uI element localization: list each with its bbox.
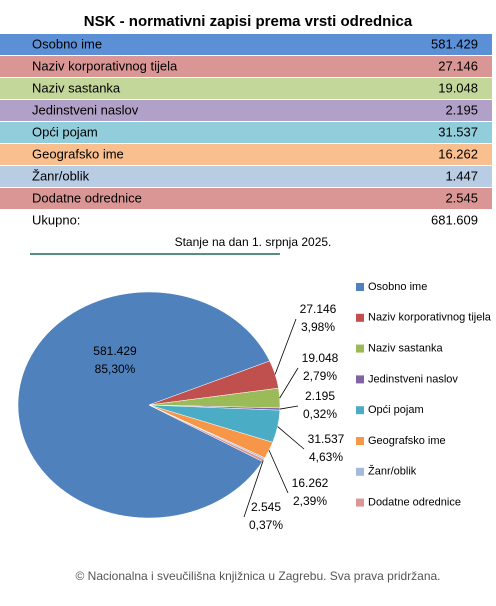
table-row bbox=[0, 144, 492, 165]
percent-label: 0,32% bbox=[303, 407, 337, 421]
total-label: Ukupno: bbox=[32, 212, 80, 227]
row-value: 19.048 bbox=[438, 80, 478, 95]
legend-swatch bbox=[356, 467, 364, 476]
legend-swatch bbox=[356, 375, 364, 384]
row-value: 2.545 bbox=[445, 190, 478, 205]
value-label: 581.429 bbox=[93, 344, 137, 358]
footer: © Nacionalna i sveučilišna knjižnica u Z… bbox=[75, 569, 440, 583]
legend-label: Opći pojam bbox=[368, 404, 424, 416]
legend-swatch bbox=[356, 344, 364, 353]
legend-swatch bbox=[356, 406, 364, 415]
row-value: 1.447 bbox=[445, 168, 478, 183]
leader-line bbox=[279, 367, 299, 399]
table-row bbox=[0, 100, 492, 121]
table-row bbox=[0, 56, 492, 77]
row-name: Naziv sastanka bbox=[32, 80, 121, 95]
value-label: 16.262 bbox=[292, 476, 329, 490]
row-name: Naziv korporativnog tijela bbox=[32, 58, 178, 73]
leader-line bbox=[279, 405, 299, 410]
percent-label: 4,63% bbox=[309, 450, 343, 464]
row-value: 581.429 bbox=[431, 36, 478, 51]
value-label: 31.537 bbox=[308, 432, 345, 446]
pie-slice bbox=[17, 291, 271, 519]
leader-line bbox=[268, 450, 289, 494]
value-label: 27.146 bbox=[300, 302, 337, 316]
legend-label: Osobno ime bbox=[368, 281, 427, 293]
value-label: 2.545 bbox=[251, 500, 281, 514]
percent-label: 0,37% bbox=[249, 518, 283, 532]
table-row bbox=[0, 122, 492, 143]
percent-label: 2,39% bbox=[293, 494, 327, 508]
row-name: Geografsko ime bbox=[32, 146, 124, 161]
leader-line bbox=[274, 318, 297, 375]
leader-line bbox=[243, 460, 264, 518]
percent-label: 2,79% bbox=[303, 369, 337, 383]
legend-swatch bbox=[356, 498, 364, 507]
legend-swatch bbox=[356, 283, 364, 291]
table-row bbox=[0, 78, 492, 99]
legend-label: Geografsko ime bbox=[368, 435, 446, 447]
row-value: 31.537 bbox=[438, 124, 478, 139]
legend-label: Jedinstveni naslov bbox=[368, 373, 458, 385]
percent-label: 85,30% bbox=[95, 362, 136, 376]
row-value: 16.262 bbox=[438, 146, 478, 161]
legend-label: Žanr/oblik bbox=[368, 465, 417, 478]
row-name: Jedinstveni naslov bbox=[32, 102, 139, 117]
table-row bbox=[0, 34, 492, 55]
legend-swatch bbox=[356, 437, 364, 445]
page-title: NSK - normativni zapisi prema vrsti odre… bbox=[84, 13, 413, 30]
row-name: Osobno ime bbox=[32, 36, 102, 51]
row-name: Opći pojam bbox=[32, 124, 98, 139]
row-value: 2.195 bbox=[445, 102, 478, 117]
percent-label: 3,98% bbox=[301, 320, 335, 334]
table-row bbox=[0, 166, 492, 187]
legend-label: Dodatne odrednice bbox=[368, 497, 461, 509]
row-name: Žanr/oblik bbox=[32, 168, 90, 183]
table-row bbox=[0, 188, 492, 209]
legend-swatch bbox=[356, 313, 364, 322]
value-label: 19.048 bbox=[302, 351, 339, 365]
leader-line bbox=[277, 426, 305, 450]
value-label: 2.195 bbox=[305, 389, 335, 403]
row-value: 27.146 bbox=[438, 58, 478, 73]
pie: 581.429 85,30% 27.146 3,98% 19.048 2,79% 2.195… bbox=[17, 291, 345, 532]
row-name: Dodatne odrednice bbox=[32, 190, 142, 205]
total-value: 681.609 bbox=[431, 212, 478, 227]
legend-label: Naziv sastanka bbox=[368, 343, 443, 355]
table: Osobno ime 581.429 Naziv korporativnog tij… bbox=[0, 34, 492, 227]
legend: Osobno ime Naziv korporativnog tijela Nazi… bbox=[356, 281, 492, 509]
chart-title: Stanje na dan 1. srpnja 2025. bbox=[175, 235, 332, 249]
legend-label: Naziv korporativnog tijela bbox=[368, 312, 492, 324]
